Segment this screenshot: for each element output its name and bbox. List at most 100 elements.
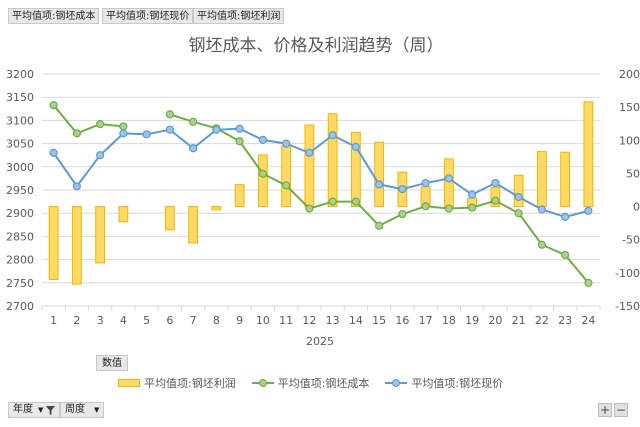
- x-tick-label: 12: [302, 314, 316, 327]
- x-tick-label: 17: [419, 314, 433, 327]
- x-axis-year-label: 2025: [306, 335, 334, 348]
- right-tick-label: -100: [615, 267, 640, 280]
- x-tick-label: 23: [558, 314, 572, 327]
- week-filter-button[interactable]: 周度 ▼: [60, 402, 105, 418]
- profit-bar: [48, 206, 59, 280]
- right-tick-label: -50: [622, 234, 640, 247]
- legend-swatch-cost: [251, 378, 274, 388]
- series-point: [72, 129, 81, 138]
- series-point: [537, 240, 546, 249]
- x-tick-label: 20: [488, 314, 502, 327]
- right-tick-label: -150: [615, 300, 640, 313]
- year-filter-label: 年度: [13, 404, 33, 415]
- x-tick-label: 6: [166, 314, 173, 327]
- profit-bar: [304, 124, 315, 208]
- profit-bar: [374, 141, 385, 208]
- chevron-down-icon: ▼: [94, 406, 100, 414]
- series-point: [142, 130, 151, 139]
- values-field-button[interactable]: 数值: [96, 355, 128, 371]
- x-tick-label: 4: [120, 314, 127, 327]
- series-line: [52, 104, 124, 135]
- profit-bar: [95, 206, 106, 264]
- series-point: [305, 148, 314, 157]
- x-tick-label: 13: [326, 314, 340, 327]
- left-tick-label: 3000: [6, 161, 34, 174]
- profit-bar: [118, 206, 129, 223]
- x-tick-label: 2: [73, 314, 80, 327]
- series-point: [351, 142, 360, 151]
- x-tick-label: 19: [465, 314, 479, 327]
- series-point: [49, 148, 58, 157]
- series-line: [52, 127, 589, 218]
- series-point: [351, 197, 360, 206]
- profit-bar: [164, 206, 175, 231]
- x-tick-label: 8: [213, 314, 220, 327]
- series-point: [282, 181, 291, 190]
- legend-label-cost: 平均值项:钢坯成本: [277, 377, 370, 390]
- legend: 平均值项:钢坯利润 平均值项:钢坯成本 平均值项:钢坯现价: [118, 375, 519, 391]
- profit-bar: [560, 151, 571, 208]
- profit-bar: [188, 206, 199, 244]
- x-tick-label: 18: [442, 314, 456, 327]
- series-point: [165, 110, 174, 119]
- left-tick-label: 2750: [6, 277, 34, 290]
- series-point: [96, 151, 105, 160]
- x-tick-label: 7: [190, 314, 197, 327]
- x-tick-label: 10: [256, 314, 270, 327]
- left-tick-label: 3100: [6, 114, 34, 127]
- series-point: [328, 131, 337, 140]
- right-tick-label: 0: [633, 201, 640, 214]
- left-tick-label: 2800: [6, 254, 34, 267]
- series-point: [584, 206, 593, 215]
- profit-bar: [71, 206, 82, 285]
- series-point: [398, 210, 407, 219]
- series-point: [189, 144, 198, 153]
- chevron-down-icon: ▼: [38, 406, 44, 414]
- x-tick-label: 15: [372, 314, 386, 327]
- series-point: [119, 129, 128, 138]
- legend-label-profit: 平均值项:钢坯利润: [144, 377, 236, 390]
- profit-bar: [443, 158, 454, 208]
- series-point: [119, 122, 128, 131]
- profit-bar: [257, 154, 268, 208]
- series-point: [282, 139, 291, 148]
- filter-icon: [46, 405, 56, 415]
- x-tick-label: 22: [535, 314, 549, 327]
- expand-button[interactable]: +: [598, 403, 612, 417]
- series-point: [305, 204, 314, 213]
- series-point: [537, 205, 546, 214]
- right-tick-label: 150: [619, 101, 640, 114]
- legend-item-price: 平均值项:钢坯现价: [385, 375, 503, 391]
- series-point: [561, 212, 570, 222]
- x-axis-ticks: 1 2 3 4 5 6 7 8 9 10 11 12 13 14 15 16 17 18 19 20 21 22 23 24: [41, 306, 601, 327]
- right-tick-label: 200: [619, 68, 640, 81]
- x-tick-label: 11: [279, 314, 293, 327]
- series-point: [96, 120, 105, 129]
- profit-bar: [536, 151, 547, 208]
- profit-bar: [513, 174, 524, 208]
- field-button-price[interactable]: 平均值项:钢坯现价: [102, 8, 194, 24]
- field-button-cost[interactable]: 平均值项:钢坯成本: [8, 8, 100, 24]
- left-tick-label: 2700: [6, 300, 34, 313]
- series-point: [258, 135, 267, 144]
- profit-bar: [583, 101, 594, 208]
- left-tick-label: 3200: [6, 68, 34, 81]
- collapse-button[interactable]: −: [614, 403, 628, 417]
- series-point: [235, 137, 244, 146]
- profit-bar: [234, 184, 245, 208]
- series-point: [375, 221, 384, 230]
- x-tick-label: 9: [236, 314, 243, 327]
- series-point: [468, 203, 477, 212]
- series-point: [491, 178, 500, 188]
- legend-item-cost: 平均值项:钢坯成本: [251, 375, 370, 391]
- series-point: [49, 100, 58, 110]
- field-button-profit[interactable]: 平均值项:钢坯利润: [193, 8, 285, 24]
- series-point: [421, 202, 430, 211]
- week-filter-label: 周度: [65, 404, 85, 415]
- profit-bar: [281, 145, 292, 208]
- series-lines: [49, 100, 593, 287]
- year-filter-button[interactable]: 年度 ▼: [8, 402, 61, 418]
- series-point: [561, 250, 570, 260]
- legend-swatch-profit: [118, 379, 140, 387]
